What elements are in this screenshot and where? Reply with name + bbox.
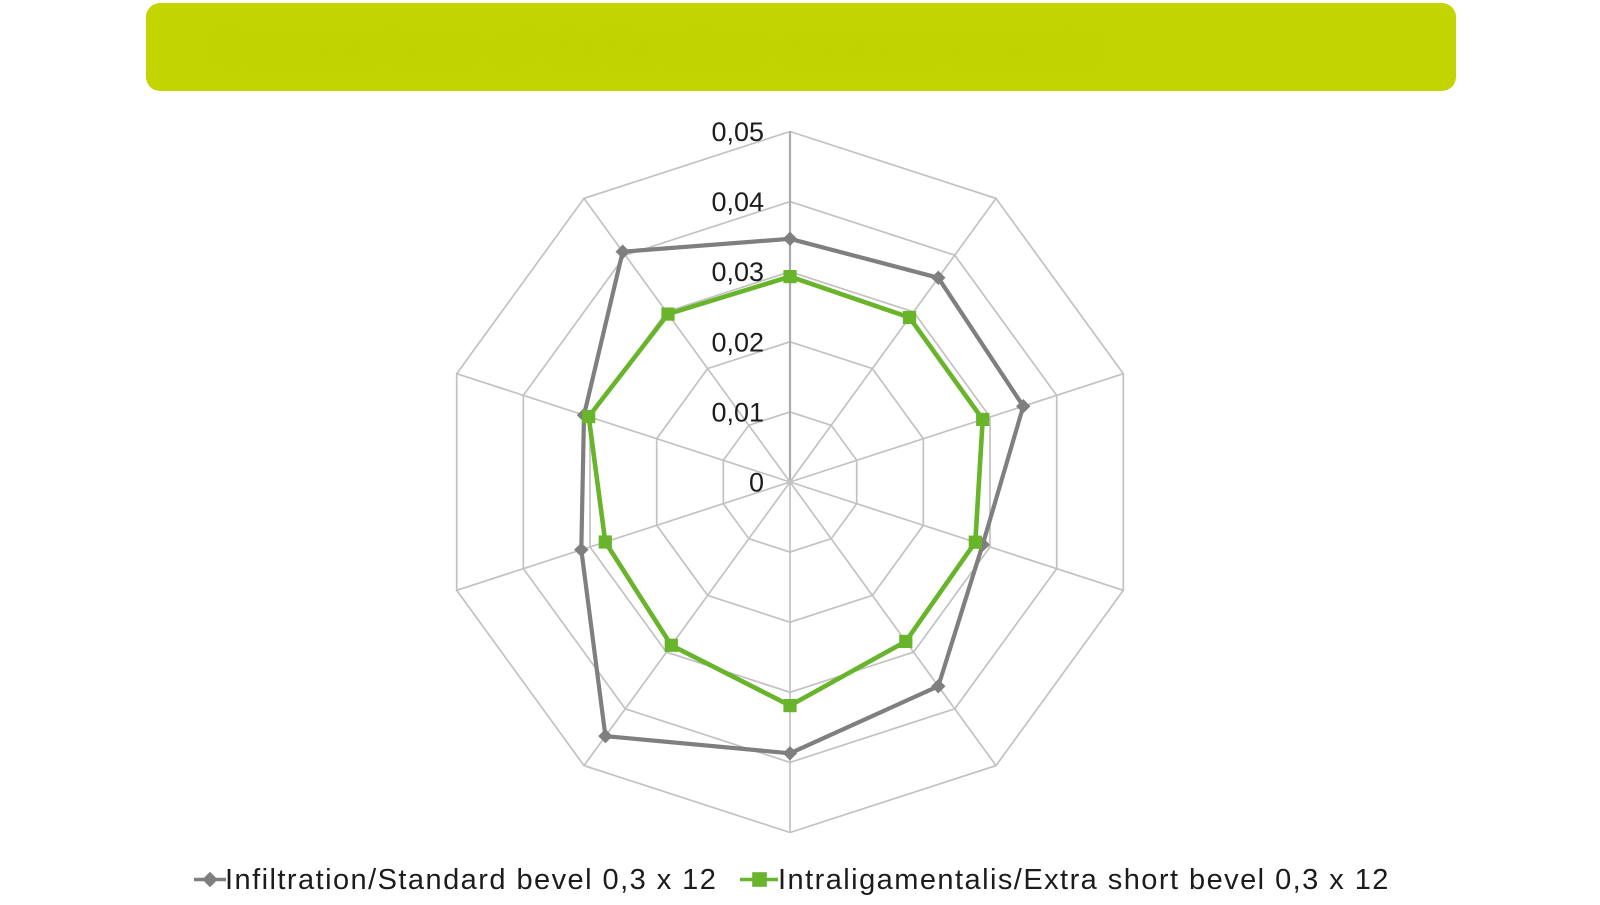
svg-text:0,01: 0,01 [711, 397, 764, 427]
svg-text:0,02: 0,02 [711, 327, 764, 357]
svg-text:Infiltration/Standard bevel 0,: Infiltration/Standard bevel 0,3 x 12 [225, 864, 717, 896]
svg-text:0,04: 0,04 [711, 187, 764, 217]
svg-text:0: 0 [749, 468, 764, 498]
svg-text:Intraligamentalis/Extra short: Intraligamentalis/Extra short bevel 0,3 … [778, 864, 1390, 896]
svg-text:0,03: 0,03 [711, 257, 764, 287]
svg-text:0,05: 0,05 [711, 117, 764, 147]
